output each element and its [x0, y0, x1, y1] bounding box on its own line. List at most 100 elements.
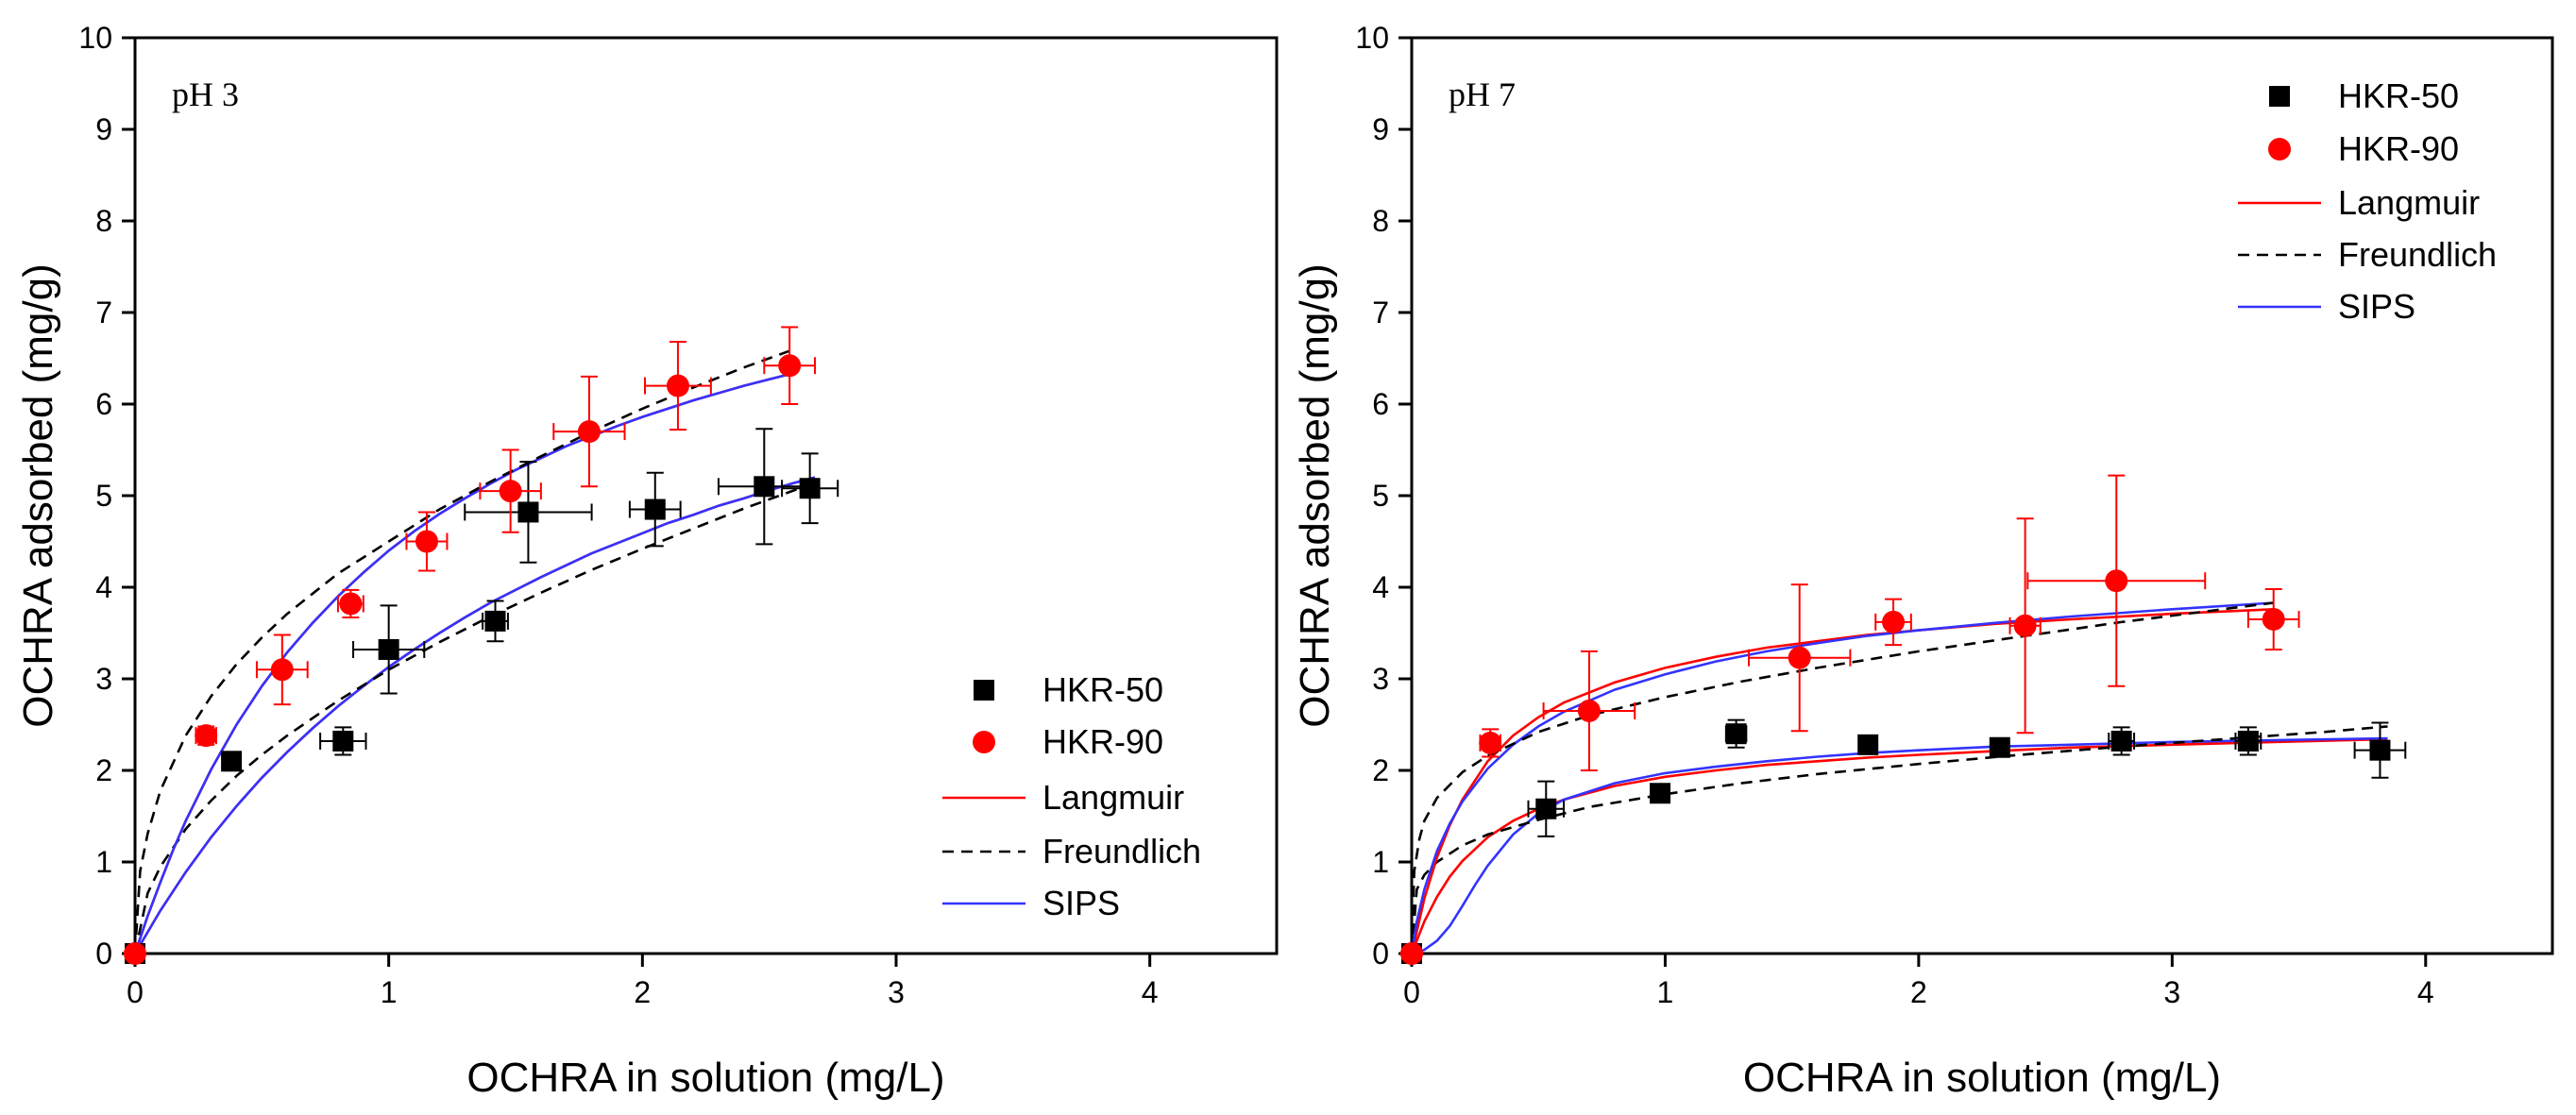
y-tick-label: 9 — [95, 112, 112, 146]
y-tick-label: 2 — [1372, 753, 1389, 787]
legend-item: Freundlich — [942, 832, 1201, 870]
hkr-50-marker — [1535, 798, 1557, 819]
hkr-90-marker — [415, 530, 438, 553]
plot-frame — [1410, 36, 2554, 955]
x-tick-label: 1 — [1657, 975, 1674, 1009]
chart-panel-1: 0 1 2 3 4 0 1 2 3 4 5 6 7 8 9 10 OCHRA in solution (mg/L… — [15, 21, 1279, 1101]
y-tick-label: 7 — [95, 296, 112, 329]
y-tick-label: 5 — [1372, 479, 1389, 513]
hkr-90-marker — [1577, 699, 1601, 722]
x-tick-label: 0 — [1403, 975, 1420, 1009]
y-tick-label: 6 — [1372, 387, 1389, 421]
hkr-90-marker — [2262, 607, 2285, 631]
hkr-90-marker — [577, 420, 601, 444]
x-tick-label: 1 — [381, 975, 398, 1009]
hkr-50-point — [319, 726, 367, 756]
sips-fit-hkr-90-line — [1412, 601, 2274, 954]
hkr-90-marker — [1400, 942, 1423, 965]
legend-label: Freundlich — [1042, 832, 1201, 870]
y-tick-label: 1 — [95, 845, 112, 879]
hkr-50-marker — [378, 638, 399, 660]
legend-label: HKR-50 — [2338, 76, 2459, 115]
hkr-50-marker — [2369, 739, 2391, 761]
hkr-50-point — [221, 751, 243, 772]
legend-marker-circle — [2268, 138, 2291, 160]
hkr-50-marker — [1725, 723, 1747, 745]
legend: HKR-50 HKR-90 Langmuir Freundlich SIPS — [2238, 76, 2497, 326]
hkr-90-marker — [2013, 614, 2037, 637]
legend-item: Langmuir — [2238, 183, 2480, 222]
hkr-90-marker — [1788, 646, 1811, 669]
legend-label: HKR-90 — [2338, 129, 2459, 168]
hkr-50-point — [1724, 718, 1748, 749]
hkr-90-point — [479, 448, 542, 533]
legend-label: SIPS — [2338, 287, 2415, 326]
x-axis-title: OCHRA in solution (mg/L) — [466, 1055, 944, 1101]
legend-label: Langmuir — [2338, 183, 2480, 222]
panel-label: pH 7 — [1449, 76, 1516, 113]
y-tick-label: 6 — [95, 387, 112, 421]
x-tick-label: 4 — [1142, 975, 1159, 1009]
hkr-50-marker — [2110, 730, 2132, 752]
sips-fit-hkr-90-line — [135, 371, 795, 954]
hkr-50-marker — [2237, 730, 2259, 752]
sips-fit-hkr-50-line — [135, 476, 816, 954]
y-axis-title: OCHRA adsorbed (mg/g) — [1292, 263, 1338, 728]
hkr-90-marker — [124, 942, 146, 965]
hkr-90-point — [2008, 517, 2042, 735]
legend-item: Langmuir — [942, 778, 1184, 817]
hkr-90-point — [255, 634, 309, 706]
x-tick-label: 4 — [2417, 975, 2434, 1009]
legend-item: HKR-90 — [2268, 129, 2459, 168]
hkr-50-marker — [644, 498, 666, 520]
hkr-50-marker — [332, 730, 354, 752]
hkr-50-point — [352, 604, 426, 695]
hkr-50-point — [628, 471, 682, 548]
freundlich-fit-hkr-90-line — [135, 347, 795, 954]
hkr-50-point — [2353, 721, 2407, 779]
y-tick-label: 3 — [1372, 662, 1389, 696]
legend-label: HKR-90 — [1042, 722, 1163, 761]
hkr-90-point — [124, 942, 146, 965]
y-tick-label: 2 — [95, 753, 112, 787]
legend-label: HKR-50 — [1042, 670, 1163, 709]
y-tick-label: 9 — [1372, 112, 1389, 146]
y-axis-title: OCHRA adsorbed (mg/g) — [15, 263, 61, 728]
hkr-50-point — [717, 428, 811, 546]
hkr-50-marker — [221, 751, 243, 772]
panel-label: pH 3 — [172, 76, 239, 113]
y-tick-label: 8 — [95, 204, 112, 238]
hkr-90-marker — [339, 592, 363, 616]
hkr-50-marker — [484, 610, 506, 632]
y-tick-label: 0 — [1372, 937, 1389, 971]
legend-item: HKR-50 — [974, 670, 1163, 709]
hkr-90-point — [2026, 474, 2207, 687]
hkr-50-point — [482, 600, 509, 643]
hkr-90-marker — [2105, 569, 2128, 593]
x-axis-title: OCHRA in solution (mg/L) — [1743, 1055, 2221, 1101]
hkr-90-point — [1479, 728, 1502, 758]
x-tick-label: 2 — [634, 975, 651, 1009]
hkr-50-point — [1857, 734, 1879, 755]
hkr-90-point — [1542, 650, 1636, 771]
hkr-50-marker — [1857, 734, 1879, 755]
sips-fit-hkr-50-line — [1412, 736, 2388, 954]
y-tick-label: 0 — [95, 937, 112, 971]
y-tick-label: 5 — [95, 479, 112, 513]
hkr-90-point — [1748, 583, 1852, 733]
y-tick-label: 7 — [1372, 296, 1389, 329]
freundlich-fit-hkr-50-line — [1412, 725, 2388, 954]
langmuir-fit-hkr-90-line — [135, 371, 795, 954]
hkr-50-point — [1527, 780, 1566, 837]
langmuir-fit-hkr-50-line — [135, 476, 816, 954]
hkr-90-marker — [778, 354, 802, 378]
y-tick-label: 1 — [1372, 845, 1389, 879]
hkr-90-point — [2246, 587, 2300, 650]
y-tick-label: 10 — [1355, 21, 1389, 55]
y-tick-label: 10 — [78, 21, 112, 55]
x-tick-label: 3 — [2163, 975, 2180, 1009]
legend-item: HKR-90 — [973, 722, 1163, 761]
legend: HKR-50 HKR-90 Langmuir Freundlich SIPS — [942, 670, 1201, 922]
hkr-90-marker — [270, 658, 294, 682]
